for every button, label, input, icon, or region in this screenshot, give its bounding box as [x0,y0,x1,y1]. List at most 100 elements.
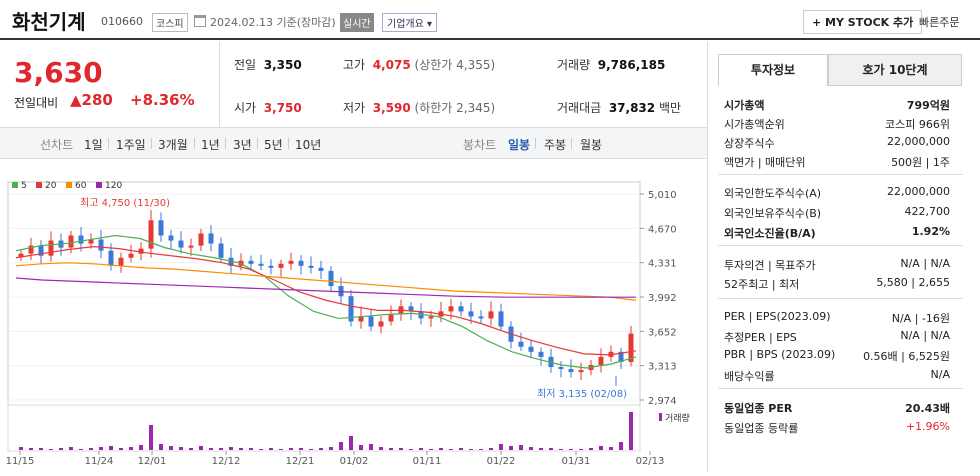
ma120-line [15,277,636,298]
volume-bar [289,448,293,450]
volume-bar [249,448,253,450]
y-tick-label: 4,331 [648,259,677,270]
period-1d[interactable]: 1일 [84,138,103,152]
legend-label: 60 [75,181,87,191]
change-value: ▲280 [70,91,113,109]
candle-body [138,248,144,254]
panel-value: 22,000,000 [887,185,950,198]
x-tick-label: 02/13 [636,456,665,467]
candle-body [128,253,134,258]
volume-bar [609,447,613,450]
volume-bar [179,447,183,450]
volume-border [7,404,641,452]
legend-label: 5 [21,181,27,191]
volume-bar [369,444,373,450]
candle-body [488,311,494,319]
prev-close: 전일 3,350 [234,58,302,72]
volume-bar [299,448,303,450]
candle-daily[interactable]: 일봉 [508,138,531,152]
candle-body [578,370,584,373]
candle-chart-label: 봉차트 [463,138,497,152]
candle-body [448,306,454,312]
divider [219,42,220,128]
volume-bar [499,444,503,450]
low-annotation: 최저 3,135 (02/08) [537,388,627,400]
volume-bar [379,447,383,450]
realtime-button[interactable]: 실시간 [340,13,374,32]
market-badge: 코스피 [152,13,188,32]
period-bar: 선차트 1일 1주일 3개월 1년 3년 5년 10년 봉차트 일봉 주봉 월봉 [0,128,707,159]
quick-order-link[interactable]: 빠른주문 [919,16,960,29]
plus-icon: + [812,16,826,29]
volume-bar [329,447,333,450]
panel-value: N/A | N/A [900,257,950,270]
volume-bar [339,442,343,450]
candle-body [38,245,44,256]
legend-swatch [36,182,42,188]
volume-bar [39,448,43,450]
candle-body [108,250,114,266]
candle-body [158,220,164,236]
candle-body [628,333,634,362]
panel-value: 5,580 | 2,655 [876,276,950,289]
tab-invest-info[interactable]: 투자정보 [718,54,828,86]
panel-label: 외국인소진율(B/A) [724,227,816,240]
volume-bar [89,448,93,450]
period-5y[interactable]: 5년 [264,138,283,152]
panel-label: 추정PER | EPS [724,331,797,344]
candle-body [188,245,194,248]
mystock-add-button[interactable]: + MY STOCK 추가 [803,10,923,34]
open-price: 시가 3,750 [234,101,302,115]
period-1y[interactable]: 1년 [201,138,220,152]
volume-bar [599,446,603,450]
panel-value: 20.43배 [905,402,950,415]
volume-bar [209,448,213,450]
price-chart: 5 20 60 120 5,010 4,670 4,331 3,992 3,652 3,313 2,… [0,172,707,472]
candle-body [308,265,314,268]
volume-bar [199,446,203,450]
volume-bar [589,448,593,450]
candle-monthly[interactable]: 월봉 [580,138,603,152]
volume-bar [629,412,633,450]
panel-label: 상장주식수 [724,137,775,150]
x-tick-label: 01/31 [562,456,591,467]
candle-body [378,321,384,327]
candle-body [168,235,174,241]
volume-bar [169,446,173,450]
period-3y[interactable]: 3년 [233,138,252,152]
candle-body [428,316,434,319]
candle-body [258,263,264,266]
ma5-line [15,234,637,369]
volume-bar [149,425,153,450]
candle-body [568,369,574,373]
volume-bar [569,449,573,450]
volume-bar [359,445,363,450]
candle-weekly[interactable]: 주봉 [544,138,567,152]
legend-label: 20 [45,181,57,191]
period-10y[interactable]: 10년 [295,138,322,152]
panel-label: PER | EPS(2023.09) [724,310,831,323]
candle-body [18,253,24,257]
tab-orderbook[interactable]: 호가 10단계 [828,54,962,86]
candle-body [348,296,354,322]
x-tick-label: 12/21 [286,456,315,467]
volume-bar [59,448,63,450]
volume: 거래량 9,786,185 [557,58,666,72]
x-tick-label: 01/22 [487,456,516,467]
legend-swatch [12,182,18,188]
panel-divider [718,388,963,389]
volume-bar [489,448,493,450]
company-info-button[interactable]: 기업개요 ▾ [382,13,437,32]
period-3m[interactable]: 3개월 [158,138,188,152]
panel-value: 422,700 [904,205,951,218]
period-1w[interactable]: 1주일 [116,138,146,152]
candle-body [248,260,254,264]
candle-body [178,240,184,248]
current-price: 3,630 [14,56,103,89]
volume-bar [579,449,583,450]
volume-bar [549,448,553,450]
volume-bar [429,449,433,450]
volume-bar [559,449,563,450]
panel-label: 시가총액 [724,99,765,112]
panel-value: +1.96% [905,420,950,433]
